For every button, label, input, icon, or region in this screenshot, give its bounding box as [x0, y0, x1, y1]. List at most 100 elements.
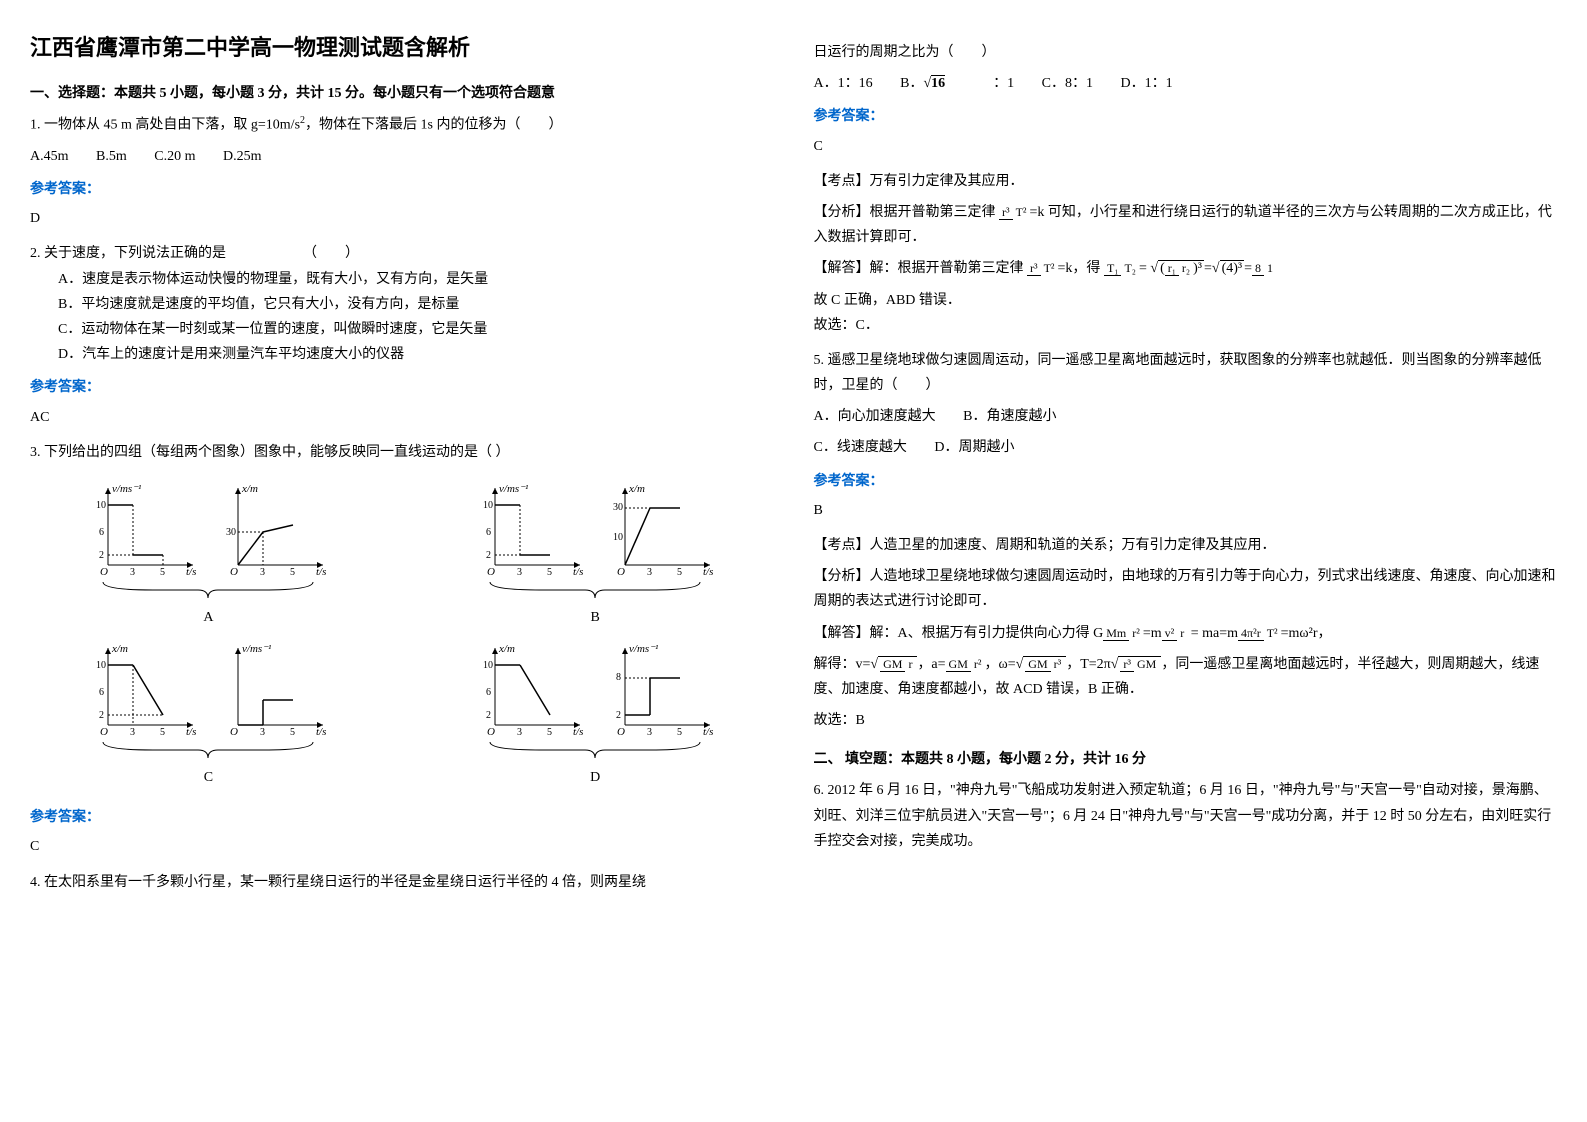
svg-text:5: 5: [547, 727, 552, 738]
svg-text:6: 6: [486, 527, 491, 538]
q4-fenxi: 【分析】根据开普勒第三定律 r³T²=k 可知，小行星和进行绕日运行的轨道半径的…: [814, 200, 1558, 250]
question-6: 6. 2012 年 6 月 16 日，"神舟九号"飞船成功发射进入预定轨道；6 …: [814, 778, 1558, 854]
chart-label-c: C: [204, 765, 213, 790]
svg-text:2: 2: [486, 550, 491, 561]
q6-text: 6. 2012 年 6 月 16 日，"神舟九号"飞船成功发射进入预定轨道；6 …: [814, 778, 1558, 854]
svg-text:t/s: t/s: [316, 726, 326, 738]
svg-text:5: 5: [677, 727, 682, 738]
q5-fenxi: 【分析】人造地球卫星绕地球做匀速圆周运动时，由地球的万有引力等于向心力，列式求出…: [814, 564, 1558, 614]
q3-charts: v/ms⁻¹ O t/s 10 6 2 3 5: [30, 480, 774, 790]
svg-text:3: 3: [130, 727, 135, 738]
chart-group-c: x/m O t/s 10 6 2 3 5: [30, 640, 387, 790]
svg-text:O: O: [487, 566, 495, 578]
q5-opt-a: A．向心加速度越大: [814, 409, 936, 424]
chart-b2-xt: x/m O t/s 30 10 3 5: [605, 480, 715, 580]
q5-jieda2: 解得：v=√GMr，a=GMr²，ω=√GMr³，T=2π√r³GM，同一遥感卫…: [814, 652, 1558, 702]
svg-text:t/s: t/s: [573, 566, 583, 578]
q1-answer-label: 参考答案：: [30, 177, 774, 202]
svg-text:10: 10: [613, 532, 623, 543]
svg-text:3: 3: [647, 567, 652, 578]
q5-answer: B: [814, 498, 1558, 523]
svg-text:O: O: [100, 566, 108, 578]
svg-text:O: O: [100, 726, 108, 738]
q4-answer: C: [814, 134, 1558, 159]
svg-text:t/s: t/s: [186, 726, 196, 738]
brace-a: [93, 580, 323, 600]
chart-d2-vt: v/ms⁻¹ O t/s 8 2 3 5: [605, 640, 715, 740]
q1-options: A.45m B.5m C.20 m D.25m: [30, 144, 774, 169]
q5-options-row2: C．线速度越大 D．周期越小: [814, 435, 1558, 460]
q5-opt-b: B．角速度越小: [963, 409, 1056, 424]
chart-b1-vt: v/ms⁻¹ O t/s 10 6 2 3 5: [475, 480, 585, 580]
q4-jieda: 【解答】解：根据开普勒第三定律 r³T²=k，得 T₁T₂= √(r₁r₂)³=…: [814, 256, 1558, 281]
brace-c: [93, 740, 323, 760]
svg-text:3: 3: [260, 727, 265, 738]
question-5: 5. 遥感卫星绕地球做匀速圆周运动，同一遥感卫星离地面越远时，获取图象的分辨率也…: [814, 348, 1558, 733]
svg-text:6: 6: [99, 527, 104, 538]
svg-text:v/ms⁻¹: v/ms⁻¹: [242, 643, 271, 655]
svg-text:v/ms⁻¹: v/ms⁻¹: [112, 483, 141, 495]
svg-text:t/s: t/s: [573, 726, 583, 738]
svg-text:O: O: [230, 726, 238, 738]
q5-text: 5. 遥感卫星绕地球做匀速圆周运动，同一遥感卫星离地面越远时，获取图象的分辨率也…: [814, 348, 1558, 398]
svg-text:30: 30: [613, 502, 623, 513]
chart-label-b: B: [590, 605, 599, 630]
q5-opt-c: C．线速度越大: [814, 440, 907, 455]
question-3: 3. 下列给出的四组（每组两个图象）图象中，能够反映同一直线运动的是（ ） v/…: [30, 440, 774, 860]
q5-options-row1: A．向心加速度越大 B．角速度越小: [814, 404, 1558, 429]
svg-text:x/m: x/m: [241, 483, 258, 495]
svg-text:2: 2: [99, 550, 104, 561]
q4-opt-a: A．1：16: [814, 76, 873, 91]
svg-text:5: 5: [290, 727, 295, 738]
q4-kaodian: 【考点】万有引力定律及其应用．: [814, 169, 1558, 194]
svg-text:3: 3: [130, 567, 135, 578]
q2-answer: AC: [30, 405, 774, 430]
svg-text:10: 10: [483, 500, 493, 511]
svg-text:3: 3: [517, 727, 522, 738]
q2-item-a: A．速度是表示物体运动快慢的物理量，既有大小，又有方向，是矢量: [58, 267, 774, 292]
chart-label-d: D: [590, 765, 600, 790]
svg-text:2: 2: [99, 710, 104, 721]
left-column: 江西省鹰潭市第二中学高一物理测试题含解析 一、选择题：本题共 5 小题，每小题 …: [30, 30, 774, 905]
brace-b: [480, 580, 710, 600]
chart-c1-xt: x/m O t/s 10 6 2 3 5: [88, 640, 198, 740]
q5-kaodian: 【考点】人造卫星的加速度、周期和轨道的关系；万有引力定律及其应用．: [814, 533, 1558, 558]
svg-text:O: O: [230, 566, 238, 578]
right-column: 日运行的周期之比为（ ） A．1：16 B．√16：1 C．8：1 D．1：1 …: [814, 30, 1558, 905]
svg-text:v/ms⁻¹: v/ms⁻¹: [629, 643, 658, 655]
q5-opt-d: D．周期越小: [934, 440, 1014, 455]
svg-text:5: 5: [290, 567, 295, 578]
page-title: 江西省鹰潭市第二中学高一物理测试题含解析: [30, 30, 774, 62]
q4-opt-c: C．8：1: [1042, 76, 1093, 91]
q3-answer: C: [30, 834, 774, 859]
chart-group-a: v/ms⁻¹ O t/s 10 6 2 3 5: [30, 480, 387, 630]
svg-text:3: 3: [647, 727, 652, 738]
svg-text:10: 10: [96, 660, 106, 671]
svg-text:6: 6: [99, 687, 104, 698]
svg-text:6: 6: [486, 687, 491, 698]
svg-text:5: 5: [677, 567, 682, 578]
svg-text:x/m: x/m: [111, 643, 128, 655]
section-1-header: 一、选择题：本题共 5 小题，每小题 3 分，共计 15 分。每小题只有一个选项…: [30, 82, 774, 102]
svg-text:30: 30: [226, 527, 236, 538]
chart-d1-xt: x/m O t/s 10 6 2 3 5: [475, 640, 585, 740]
svg-text:3: 3: [260, 567, 265, 578]
q1-opt-b: B.5m: [96, 149, 127, 164]
svg-text:O: O: [617, 726, 625, 738]
q1-answer: D: [30, 206, 774, 231]
q4-text: 4. 在太阳系里有一千多颗小行星，某一颗行星绕日运行的半径是金星绕日运行半径的 …: [30, 870, 774, 895]
svg-text:t/s: t/s: [186, 566, 196, 578]
q2-item-b: B．平均速度就是速度的平均值，它只有大小，没有方向，是标量: [58, 292, 774, 317]
q2-answer-label: 参考答案：: [30, 375, 774, 400]
svg-text:10: 10: [483, 660, 493, 671]
q5-answer-label: 参考答案：: [814, 469, 1558, 494]
q4-conc2: 故选：C．: [814, 313, 1558, 338]
q4-conc1: 故 C 正确，ABD 错误．: [814, 288, 1558, 313]
chart-a2-xt: x/m O t/s 30 3 5: [218, 480, 328, 580]
svg-text:v/ms⁻¹: v/ms⁻¹: [499, 483, 528, 495]
svg-text:x/m: x/m: [498, 643, 515, 655]
q5-conc: 故选：B: [814, 708, 1558, 733]
q4-opt-d: D．1：1: [1121, 76, 1173, 91]
q2-text: 2. 关于速度，下列说法正确的是 （ ）: [30, 241, 774, 266]
q4-answer-label: 参考答案：: [814, 104, 1558, 129]
